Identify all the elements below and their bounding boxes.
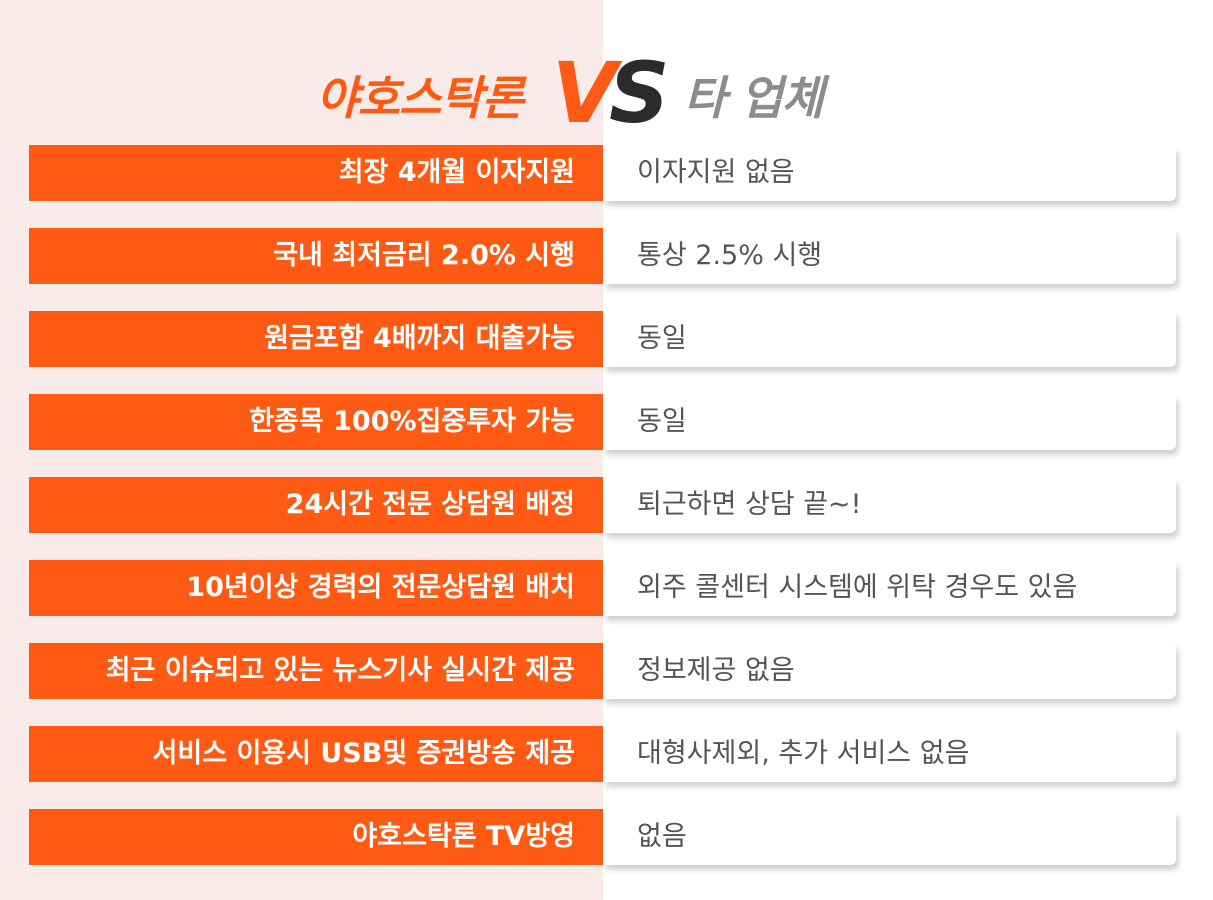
comparison-row: 서비스 이용시 USB및 증권방송 제공 대형사제외, 추가 서비스 없음 (0, 726, 1213, 782)
ours-cell: 원금포함 4배까지 대출가능 (29, 311, 603, 367)
ours-cell: 국내 최저금리 2.0% 시행 (29, 228, 603, 284)
theirs-cell: 없음 (603, 809, 1176, 865)
ours-cell: 한종목 100%집중투자 가능 (29, 394, 603, 450)
comparison-row: 한종목 100%집중투자 가능 동일 (0, 394, 1213, 450)
vs-logo: VS (552, 48, 669, 138)
comparison-header: 야호스탁론 VS 타 업체 (0, 48, 1213, 138)
comparison-row: 국내 최저금리 2.0% 시행 통상 2.5% 시행 (0, 228, 1213, 284)
theirs-cell: 퇴근하면 상담 끝~! (603, 477, 1176, 533)
comparison-table: 최장 4개월 이자지원 이자지원 없음 국내 최저금리 2.0% 시행 통상 2… (0, 145, 1213, 892)
comparison-row: 최근 이슈되고 있는 뉴스기사 실시간 제공 정보제공 없음 (0, 643, 1213, 699)
ours-cell: 야호스탁론 TV방영 (29, 809, 603, 865)
ours-cell: 최장 4개월 이자지원 (29, 145, 603, 201)
vs-letter-v: V (552, 44, 617, 142)
theirs-cell: 통상 2.5% 시행 (603, 228, 1176, 284)
brand-title: 야호스탁론 (316, 71, 524, 125)
comparison-row: 24시간 전문 상담원 배정 퇴근하면 상담 끝~! (0, 477, 1213, 533)
theirs-cell: 대형사제외, 추가 서비스 없음 (603, 726, 1176, 782)
theirs-cell: 동일 (603, 311, 1176, 367)
ours-cell: 최근 이슈되고 있는 뉴스기사 실시간 제공 (29, 643, 603, 699)
vs-letter-s: S (609, 44, 669, 142)
ours-cell: 24시간 전문 상담원 배정 (29, 477, 603, 533)
theirs-cell: 정보제공 없음 (603, 643, 1176, 699)
comparison-row: 10년이상 경력의 전문상담원 배치 외주 콜센터 시스템에 위탁 경우도 있음 (0, 560, 1213, 616)
ours-cell: 10년이상 경력의 전문상담원 배치 (29, 560, 603, 616)
theirs-cell: 이자지원 없음 (603, 145, 1176, 201)
theirs-cell: 동일 (603, 394, 1176, 450)
comparison-row: 원금포함 4배까지 대출가능 동일 (0, 311, 1213, 367)
comparison-row: 야호스탁론 TV방영 없음 (0, 809, 1213, 865)
competitor-title: 타 업체 (684, 71, 824, 125)
ours-cell: 서비스 이용시 USB및 증권방송 제공 (29, 726, 603, 782)
comparison-row: 최장 4개월 이자지원 이자지원 없음 (0, 145, 1213, 201)
theirs-cell: 외주 콜센터 시스템에 위탁 경우도 있음 (603, 560, 1176, 616)
